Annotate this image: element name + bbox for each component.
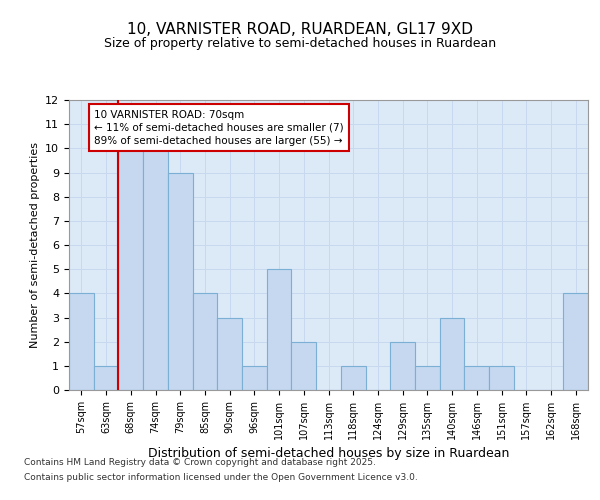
Text: Contains public sector information licensed under the Open Government Licence v3: Contains public sector information licen… [24,473,418,482]
Bar [94,366,118,390]
Bar [217,318,242,390]
Bar [118,148,143,390]
Text: Contains HM Land Registry data © Crown copyright and database right 2025.: Contains HM Land Registry data © Crown c… [24,458,376,467]
Bar [390,342,415,390]
Bar [267,269,292,390]
Bar [193,294,217,390]
Bar [489,366,514,390]
Bar [143,148,168,390]
Y-axis label: Number of semi-detached properties: Number of semi-detached properties [29,142,40,348]
Bar [242,366,267,390]
Bar [292,342,316,390]
Bar [464,366,489,390]
Bar [69,294,94,390]
Bar [168,172,193,390]
Bar [341,366,365,390]
Bar [415,366,440,390]
Bar [563,294,588,390]
X-axis label: Distribution of semi-detached houses by size in Ruardean: Distribution of semi-detached houses by … [148,448,509,460]
Text: 10 VARNISTER ROAD: 70sqm
← 11% of semi-detached houses are smaller (7)
89% of se: 10 VARNISTER ROAD: 70sqm ← 11% of semi-d… [94,110,343,146]
Bar [440,318,464,390]
Text: 10, VARNISTER ROAD, RUARDEAN, GL17 9XD: 10, VARNISTER ROAD, RUARDEAN, GL17 9XD [127,22,473,38]
Text: Size of property relative to semi-detached houses in Ruardean: Size of property relative to semi-detach… [104,38,496,51]
